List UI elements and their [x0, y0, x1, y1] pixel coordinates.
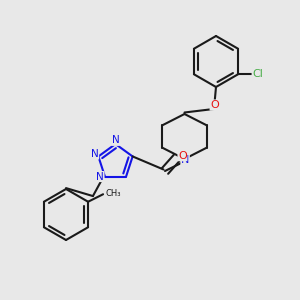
Text: N: N — [181, 155, 189, 165]
Text: N: N — [96, 172, 104, 182]
Text: CH₃: CH₃ — [106, 189, 121, 198]
Text: Cl: Cl — [252, 69, 263, 79]
Text: N: N — [112, 135, 119, 146]
Text: N: N — [91, 149, 99, 159]
Text: O: O — [210, 100, 219, 110]
Text: O: O — [178, 151, 187, 161]
